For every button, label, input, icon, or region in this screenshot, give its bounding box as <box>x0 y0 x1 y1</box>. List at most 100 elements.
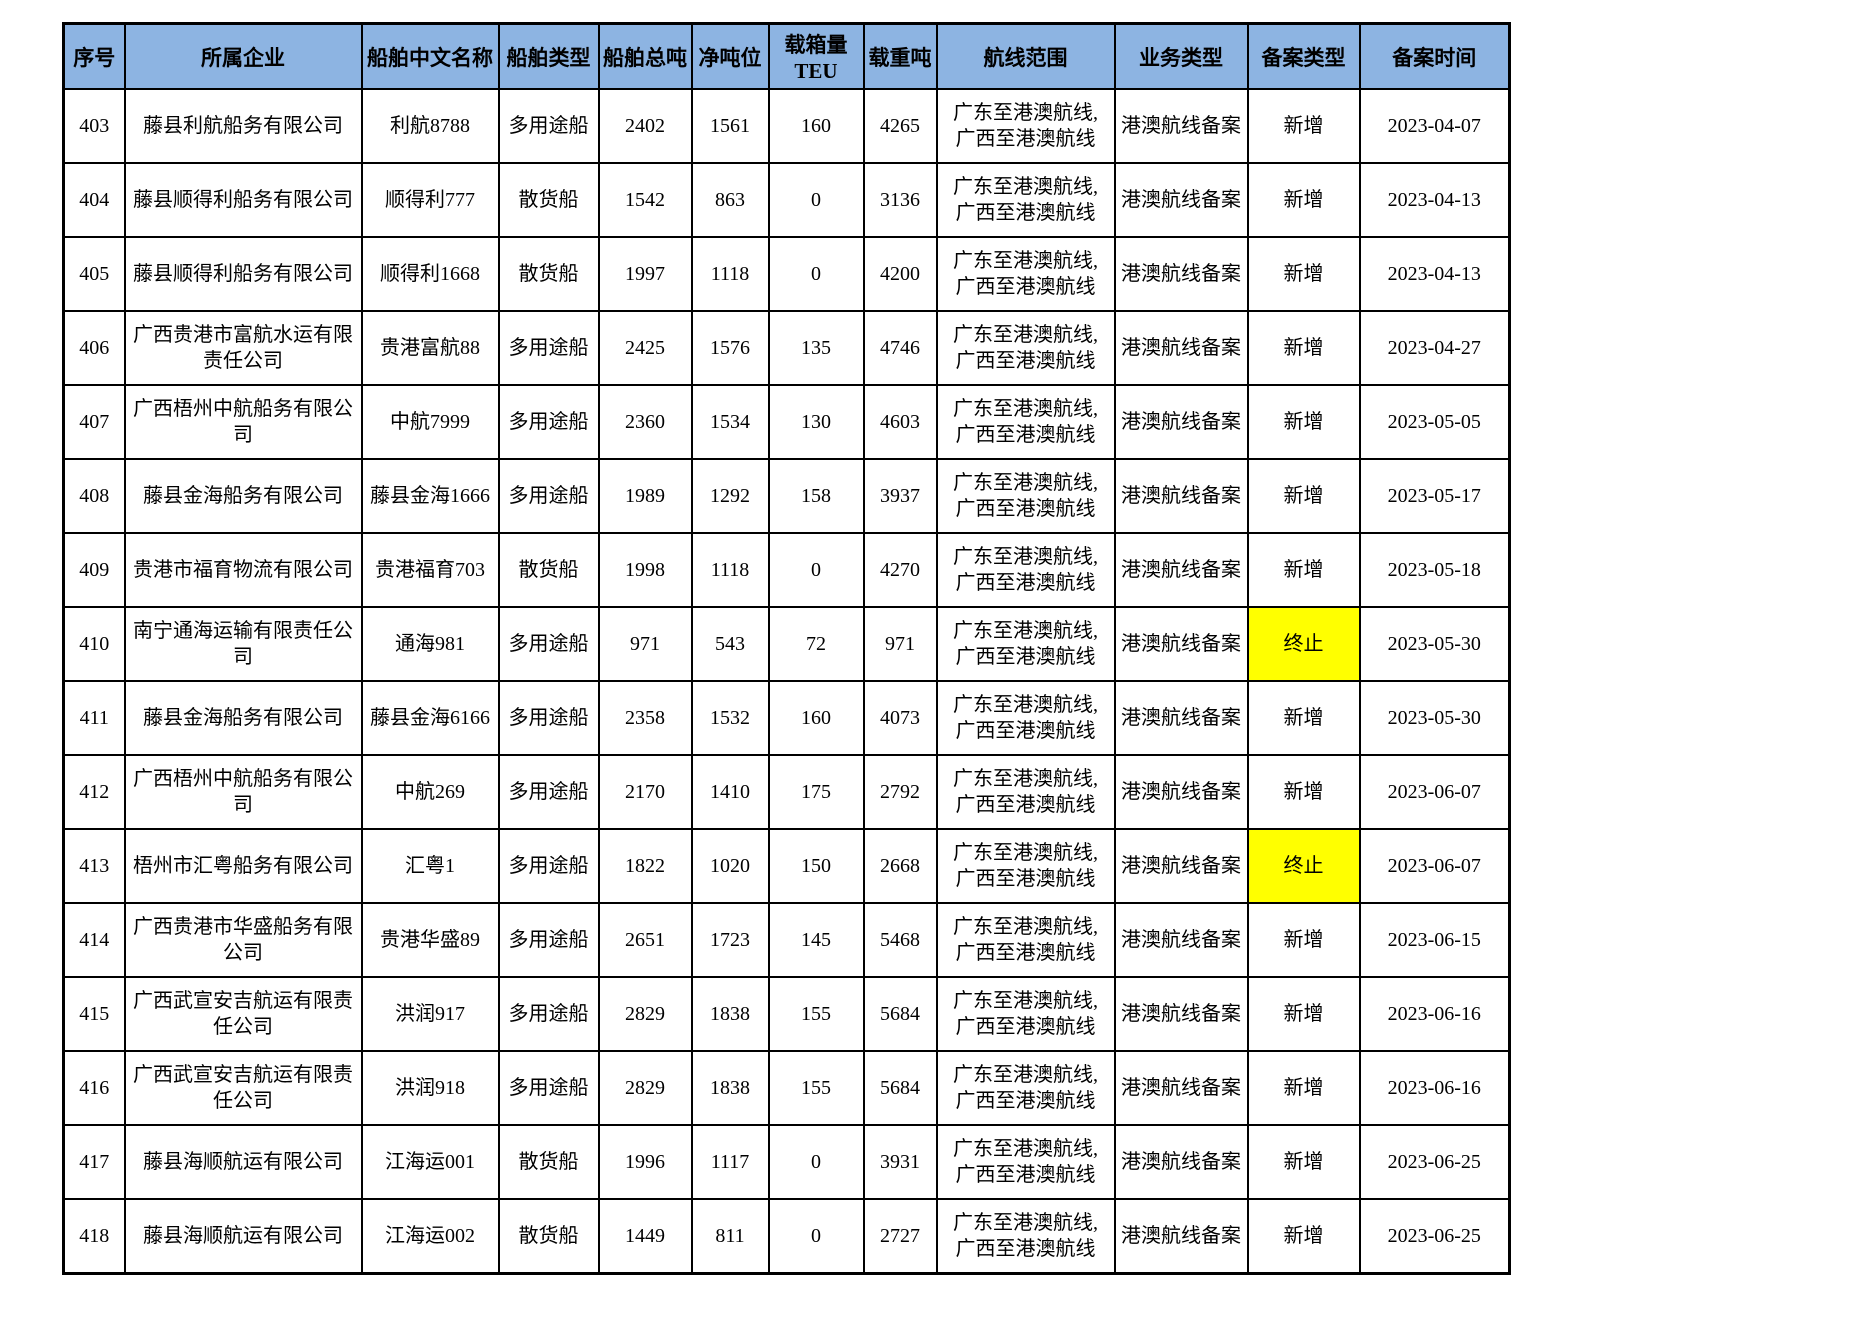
cell-route: 广东至港澳航线, 广西至港澳航线 <box>935 1198 1116 1275</box>
cell-seq: 403 <box>62 88 126 164</box>
cell-business_type: 港澳航线备案 <box>1113 236 1249 312</box>
cell-ship_type: 散货船 <box>497 162 600 238</box>
cell-seq: 417 <box>62 1124 126 1200</box>
cell-company: 藤县海顺航运有限公司 <box>123 1198 363 1275</box>
cell-filing_date: 2023-04-13 <box>1358 236 1511 312</box>
cell-business_type: 港澳航线备案 <box>1113 1198 1249 1275</box>
cell-teu_capacity: 0 <box>767 532 865 608</box>
cell-seq: 416 <box>62 1050 126 1126</box>
cell-route: 广东至港澳航线, 广西至港澳航线 <box>935 88 1116 164</box>
cell-ship_type: 多用途船 <box>497 754 600 830</box>
cell-route: 广东至港澳航线, 广西至港澳航线 <box>935 680 1116 756</box>
cell-business_type: 港澳航线备案 <box>1113 606 1249 682</box>
cell-deadweight: 4200 <box>862 236 938 312</box>
cell-net_tonnage: 1838 <box>690 976 770 1052</box>
column-header-teu_capacity: 载箱量TEU <box>767 22 865 90</box>
table-row: 407 广西梧州中航船务有限公司 中航7999 多用途船 2360 1534 130 4603… <box>62 384 1511 460</box>
cell-teu_capacity: 158 <box>767 458 865 534</box>
cell-deadweight: 5684 <box>862 976 938 1052</box>
cell-filing_date: 2023-06-07 <box>1358 754 1511 830</box>
cell-teu_capacity: 175 <box>767 754 865 830</box>
cell-company: 贵港市福育物流有限公司 <box>123 532 363 608</box>
cell-filing_type: 新增 <box>1246 162 1361 238</box>
cell-gross_tonnage: 1996 <box>597 1124 693 1200</box>
cell-seq: 418 <box>62 1198 126 1275</box>
cell-gross_tonnage: 2425 <box>597 310 693 386</box>
cell-filing_date: 2023-05-30 <box>1358 606 1511 682</box>
cell-seq: 407 <box>62 384 126 460</box>
cell-filing_type: 新增 <box>1246 902 1361 978</box>
cell-company: 藤县利航船务有限公司 <box>123 88 363 164</box>
cell-filing_date: 2023-04-13 <box>1358 162 1511 238</box>
column-header-business_type: 业务类型 <box>1113 22 1249 90</box>
cell-business_type: 港澳航线备案 <box>1113 458 1249 534</box>
spreadsheet-area: 序号 所属企业 船舶中文名称 船舶类型 船舶总吨 净吨位 载箱量TEU 载重吨 航线范围 业务类型… <box>62 22 1511 1275</box>
cell-seq: 406 <box>62 310 126 386</box>
column-header-ship_name: 船舶中文名称 <box>360 22 500 90</box>
cell-net_tonnage: 1561 <box>690 88 770 164</box>
cell-filing_date: 2023-06-16 <box>1358 1050 1511 1126</box>
cell-filing_date: 2023-05-30 <box>1358 680 1511 756</box>
cell-net_tonnage: 1534 <box>690 384 770 460</box>
cell-teu_capacity: 155 <box>767 976 865 1052</box>
cell-deadweight: 4073 <box>862 680 938 756</box>
cell-company: 梧州市汇粤船务有限公司 <box>123 828 363 904</box>
cell-company: 广西武宣安吉航运有限责任公司 <box>123 1050 363 1126</box>
cell-filing_type: 新增 <box>1246 680 1361 756</box>
cell-ship_type: 多用途船 <box>497 680 600 756</box>
cell-company: 藤县金海船务有限公司 <box>123 458 363 534</box>
cell-filing_date: 2023-06-07 <box>1358 828 1511 904</box>
column-header-route: 航线范围 <box>935 22 1116 90</box>
table-row: 415 广西武宣安吉航运有限责任公司 洪润917 多用途船 2829 1838 155 568… <box>62 976 1511 1052</box>
cell-ship_name: 贵港华盛89 <box>360 902 500 978</box>
cell-filing_type: 新增 <box>1246 1198 1361 1275</box>
cell-teu_capacity: 72 <box>767 606 865 682</box>
cell-filing_type: 新增 <box>1246 88 1361 164</box>
cell-net_tonnage: 1292 <box>690 458 770 534</box>
cell-deadweight: 4270 <box>862 532 938 608</box>
cell-business_type: 港澳航线备案 <box>1113 162 1249 238</box>
cell-business_type: 港澳航线备案 <box>1113 828 1249 904</box>
column-header-seq: 序号 <box>62 22 126 90</box>
table-row: 404 藤县顺得利船务有限公司 顺得利777 散货船 1542 863 0 3136 广东至港澳… <box>62 162 1511 238</box>
cell-route: 广东至港澳航线, 广西至港澳航线 <box>935 236 1116 312</box>
cell-company: 藤县顺得利船务有限公司 <box>123 236 363 312</box>
table-row: 417 藤县海顺航运有限公司 江海运001 散货船 1996 1117 0 3931 广东至港澳… <box>62 1124 1511 1200</box>
cell-ship_type: 散货船 <box>497 236 600 312</box>
table-row: 406 广西贵港市富航水运有限责任公司 贵港富航88 多用途船 2425 1576 135 4… <box>62 310 1511 386</box>
cell-company: 广西贵港市富航水运有限责任公司 <box>123 310 363 386</box>
cell-company: 广西贵港市华盛船务有限公司 <box>123 902 363 978</box>
cell-filing_date: 2023-06-15 <box>1358 902 1511 978</box>
cell-company: 广西梧州中航船务有限公司 <box>123 384 363 460</box>
table-row: 405 藤县顺得利船务有限公司 顺得利1668 散货船 1997 1118 0 4200 广东至… <box>62 236 1511 312</box>
cell-ship_type: 多用途船 <box>497 1050 600 1126</box>
cell-filing_type: 终止 <box>1246 606 1361 682</box>
header-row: 序号 所属企业 船舶中文名称 船舶类型 船舶总吨 净吨位 载箱量TEU 载重吨 航线范围 业务类型… <box>62 22 1511 90</box>
table-row: 403 藤县利航船务有限公司 利航8788 多用途船 2402 1561 160 4265 广东… <box>62 88 1511 164</box>
cell-seq: 404 <box>62 162 126 238</box>
cell-deadweight: 2727 <box>862 1198 938 1275</box>
cell-net_tonnage: 1576 <box>690 310 770 386</box>
cell-filing_date: 2023-05-17 <box>1358 458 1511 534</box>
cell-route: 广东至港澳航线, 广西至港澳航线 <box>935 310 1116 386</box>
cell-net_tonnage: 811 <box>690 1198 770 1275</box>
cell-ship_name: 洪润917 <box>360 976 500 1052</box>
cell-route: 广东至港澳航线, 广西至港澳航线 <box>935 606 1116 682</box>
cell-seq: 409 <box>62 532 126 608</box>
cell-seq: 414 <box>62 902 126 978</box>
cell-filing_date: 2023-05-05 <box>1358 384 1511 460</box>
column-header-deadweight: 载重吨 <box>862 22 938 90</box>
cell-deadweight: 4746 <box>862 310 938 386</box>
cell-ship_type: 多用途船 <box>497 384 600 460</box>
cell-ship_name: 顺得利1668 <box>360 236 500 312</box>
cell-deadweight: 3931 <box>862 1124 938 1200</box>
table-row: 416 广西武宣安吉航运有限责任公司 洪润918 多用途船 2829 1838 155 568… <box>62 1050 1511 1126</box>
cell-business_type: 港澳航线备案 <box>1113 1050 1249 1126</box>
cell-filing_date: 2023-04-07 <box>1358 88 1511 164</box>
cell-route: 广东至港澳航线, 广西至港澳航线 <box>935 162 1116 238</box>
cell-route: 广东至港澳航线, 广西至港澳航线 <box>935 458 1116 534</box>
cell-ship_name: 贵港福育703 <box>360 532 500 608</box>
cell-business_type: 港澳航线备案 <box>1113 532 1249 608</box>
cell-business_type: 港澳航线备案 <box>1113 88 1249 164</box>
column-header-gross_tonnage: 船舶总吨 <box>597 22 693 90</box>
